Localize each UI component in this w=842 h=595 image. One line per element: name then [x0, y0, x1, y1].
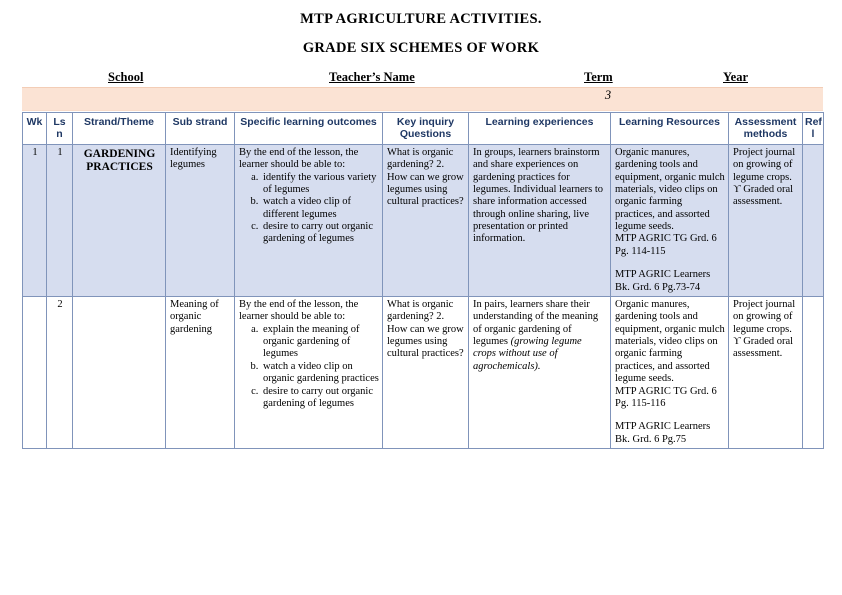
outcomes-lead-in: By the end of the lesson, the learner sh…: [239, 298, 359, 323]
outcomes-lead-in: By the end of the lesson, the learner sh…: [239, 146, 359, 171]
cell-learning-resources: Organic manures, gardening tools and equ…: [610, 143, 729, 297]
resources-spacer: [615, 258, 725, 269]
outcome-item: desire to carry out organic gardening of…: [261, 386, 379, 411]
page-title-secondary: GRADE SIX SCHEMES OF WORK: [302, 40, 540, 56]
resources-main: Organic manures, gardening tools and equ…: [615, 146, 725, 208]
cell-learning-outcomes: By the end of the lesson, the learner sh…: [234, 143, 383, 297]
column-header-wk: Wk: [22, 112, 47, 145]
term-label: Term: [584, 70, 613, 84]
column-header-strand: Strand/Theme: [72, 112, 166, 145]
table-header-row: Wk Ls n Strand/Theme Sub strand Specific…: [22, 112, 824, 145]
outcome-item: identify the various variety of legumes: [261, 172, 379, 197]
cell-ref: [802, 143, 824, 297]
cell-strand: [72, 295, 166, 450]
term-value: 3: [604, 88, 612, 102]
cell-sub-strand: Meaning of organic gardening: [165, 295, 235, 450]
table-row: 2 Meaning of organic gardening By the en…: [22, 295, 824, 450]
cell-week: [22, 295, 47, 450]
cell-lesson: 2: [46, 295, 73, 450]
experiences-text: In pairs, learners share their understan…: [473, 298, 599, 347]
document-title-block: MTP AGRICULTURE ACTIVITIES. GRADE SIX SC…: [0, 0, 842, 57]
cell-ref: [802, 295, 824, 450]
column-header-key-inquiry: Key inquiry Questions: [382, 112, 469, 145]
resources-learners-book: MTP AGRIC Learners Bk. Grd. 6 Pg.73-74: [615, 269, 711, 293]
cell-sub-strand: Identifying legumes: [165, 143, 235, 297]
column-header-resources: Learning Resources: [610, 112, 729, 145]
info-band: [22, 87, 823, 111]
column-header-assessment: Assessment methods: [728, 112, 803, 145]
experiences-text: In groups, learners brainstorm and share…: [473, 146, 604, 245]
cell-strand: GARDENING PRACTICES: [72, 143, 166, 297]
resources-spacer: [615, 410, 725, 421]
cell-learning-experiences: In pairs, learners share their understan…: [468, 295, 611, 450]
school-label: School: [108, 70, 144, 84]
column-header-outcomes: Specific learning outcomes: [234, 112, 383, 145]
outcome-item: watch a video clip on organic gardening …: [261, 361, 379, 386]
cell-learning-outcomes: By the end of the lesson, the learner sh…: [234, 295, 383, 450]
resources-teachers-guide: MTP AGRIC TG Grd. 6 Pg. 115-116: [615, 385, 717, 409]
teacher-name-label: Teacher’s Name: [329, 70, 415, 84]
resources-learners-book: MTP AGRIC Learners Bk. Grd. 6 Pg.75: [615, 421, 711, 445]
resources-main: Organic manures, gardening tools and equ…: [615, 298, 725, 360]
page-title-primary: MTP AGRICULTURE ACTIVITIES.: [300, 11, 542, 27]
cell-week: 1: [22, 143, 47, 297]
resources-continued: practices, and assorted legume seeds.: [615, 360, 710, 385]
cell-lesson: 1: [46, 143, 73, 297]
column-header-experiences: Learning experiences: [468, 112, 611, 145]
table-row: 1 1 GARDENING PRACTICES Identifying legu…: [22, 143, 824, 297]
outcomes-list: explain the meaning of organic gardening…: [239, 324, 379, 411]
cell-key-inquiry: What is organic gardening? 2. How can we…: [382, 295, 469, 450]
resources-teachers-guide: MTP AGRIC TG Grd. 6 Pg. 114-115: [615, 233, 717, 257]
cell-assessment-methods: Project journal on growing of legume cro…: [728, 143, 803, 297]
experiences-italic-text: (growing legume crops without use of agr…: [473, 336, 582, 372]
outcome-item: watch a video clip of different legumes: [261, 196, 379, 221]
cell-assessment-methods: Project journal on growing of legume cro…: [728, 295, 803, 450]
outcome-item: explain the meaning of organic gardening…: [261, 324, 379, 361]
school-info-strip: School Teacher’s Name Term Year 3: [22, 70, 823, 111]
cell-key-inquiry: What is organic gardening? 2. How can we…: [382, 143, 469, 297]
cell-learning-experiences: In groups, learners brainstorm and share…: [468, 143, 611, 297]
column-header-sub-strand: Sub strand: [165, 112, 235, 145]
outcome-item: desire to carry out organic gardening of…: [261, 221, 379, 246]
info-labels-row: School Teacher’s Name Term Year: [22, 70, 823, 87]
schemes-of-work-table: Wk Ls n Strand/Theme Sub strand Specific…: [22, 112, 824, 450]
cell-learning-resources: Organic manures, gardening tools and equ…: [610, 295, 729, 450]
resources-continued: practices, and assorted legume seeds.: [615, 208, 710, 232]
column-header-ref: Ref l: [802, 112, 824, 145]
year-label: Year: [723, 70, 748, 84]
outcomes-list: identify the various variety of legumes …: [239, 172, 379, 246]
column-header-lesson: Ls n: [46, 112, 73, 145]
